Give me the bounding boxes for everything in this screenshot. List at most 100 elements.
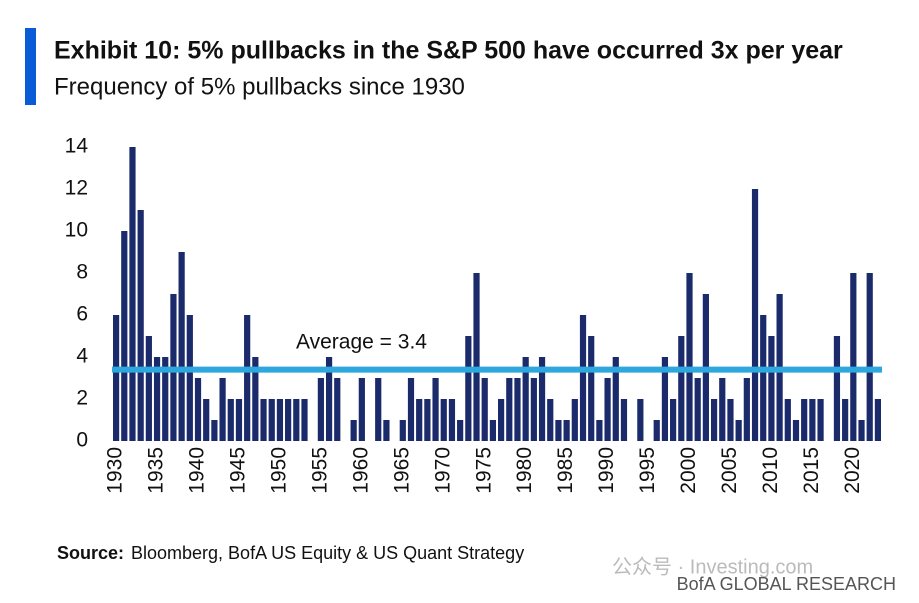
x-tick-label: 1985 — [554, 447, 577, 494]
bar — [735, 420, 742, 441]
bar — [350, 420, 357, 441]
bar — [424, 399, 431, 441]
bar — [858, 420, 865, 441]
source-label: Source: — [57, 543, 124, 563]
bar — [866, 273, 873, 441]
bar — [727, 399, 734, 441]
x-tick-label: 2015 — [800, 447, 823, 494]
bar — [792, 420, 800, 441]
bar — [514, 378, 521, 441]
bar — [842, 399, 849, 441]
bar — [432, 378, 439, 441]
chart-title: Exhibit 10: 5% pullbacks in the S&P 500 … — [54, 37, 843, 65]
bar — [334, 378, 341, 441]
bar — [285, 399, 292, 441]
bar — [817, 399, 824, 441]
y-tick-label: 10 — [65, 219, 88, 242]
x-tick-label: 1960 — [349, 447, 372, 494]
bar — [710, 399, 718, 441]
bar — [678, 336, 685, 441]
bar — [751, 189, 759, 441]
bar — [162, 357, 169, 441]
x-tick-label: 2010 — [759, 447, 782, 494]
bar — [448, 399, 456, 441]
bar — [375, 378, 382, 441]
bar — [252, 357, 259, 441]
bar — [235, 399, 243, 441]
bar — [473, 273, 480, 441]
brand: BofA GLOBAL RESEARCH — [677, 574, 896, 594]
bar — [121, 231, 128, 441]
bar — [481, 378, 488, 441]
watermark: 公众号 · Investing.com — [612, 555, 813, 578]
y-tick-label: 8 — [76, 261, 88, 284]
bar — [637, 399, 644, 441]
bar — [178, 252, 185, 441]
source: Bloomberg, BofA US Equity & US Quant Str… — [131, 543, 524, 563]
bar — [457, 420, 464, 441]
x-tick-label: 1930 — [104, 447, 127, 494]
x-tick-label: 2005 — [718, 447, 741, 494]
bar — [186, 315, 193, 441]
bar — [653, 420, 660, 441]
bar — [325, 357, 333, 441]
bar — [244, 315, 251, 441]
bar — [620, 399, 628, 441]
x-tick-label: 1950 — [267, 447, 290, 494]
bar — [358, 378, 365, 441]
y-tick-label: 0 — [76, 429, 88, 452]
bar — [194, 378, 202, 441]
bar — [719, 378, 726, 441]
x-tick-label: 1935 — [145, 447, 168, 494]
bar — [596, 420, 603, 441]
x-tick-label: 1965 — [390, 447, 413, 494]
x-tick-label: 1980 — [513, 447, 536, 494]
bar — [612, 357, 619, 441]
x-tick-label: 1955 — [308, 447, 331, 494]
bar — [506, 378, 513, 441]
chart-subtitle: Frequency of 5% pullbacks since 1930 — [54, 73, 465, 100]
bar — [801, 399, 808, 441]
bar — [465, 336, 472, 441]
x-tick-label: 2020 — [841, 447, 864, 494]
bar — [571, 399, 578, 441]
bar — [784, 399, 791, 441]
bar — [145, 336, 152, 441]
bar — [153, 357, 161, 441]
x-tick-label: 1995 — [636, 447, 659, 494]
bar — [203, 399, 210, 441]
bar — [522, 357, 529, 441]
x-tick-label: 1990 — [595, 447, 618, 494]
average-label: Average = 3.4 — [296, 331, 427, 354]
bar — [416, 399, 423, 441]
y-tick-label: 12 — [65, 177, 88, 200]
bar — [809, 399, 816, 441]
bar — [112, 315, 120, 441]
bar — [399, 420, 406, 441]
bar — [440, 399, 447, 441]
bar — [317, 378, 324, 441]
bar — [850, 273, 857, 441]
bar — [661, 357, 669, 441]
x-tick-label: 1945 — [227, 447, 250, 494]
bar — [407, 378, 415, 441]
bar — [694, 378, 701, 441]
y-tick-label: 4 — [76, 345, 88, 368]
bar — [227, 399, 234, 441]
bar — [588, 336, 595, 441]
bar — [268, 399, 275, 441]
y-tick-label: 6 — [76, 303, 88, 326]
bar — [547, 399, 554, 441]
x-tick-label: 1970 — [431, 447, 454, 494]
x-tick-label: 1975 — [472, 447, 495, 494]
bar — [211, 420, 218, 441]
bar — [301, 399, 308, 441]
y-tick-label: 2 — [76, 387, 88, 410]
bar — [555, 420, 562, 441]
bar — [686, 273, 693, 441]
bar — [276, 399, 284, 441]
bar — [538, 357, 546, 441]
bar — [137, 210, 144, 441]
x-tick-label: 2000 — [677, 447, 700, 494]
